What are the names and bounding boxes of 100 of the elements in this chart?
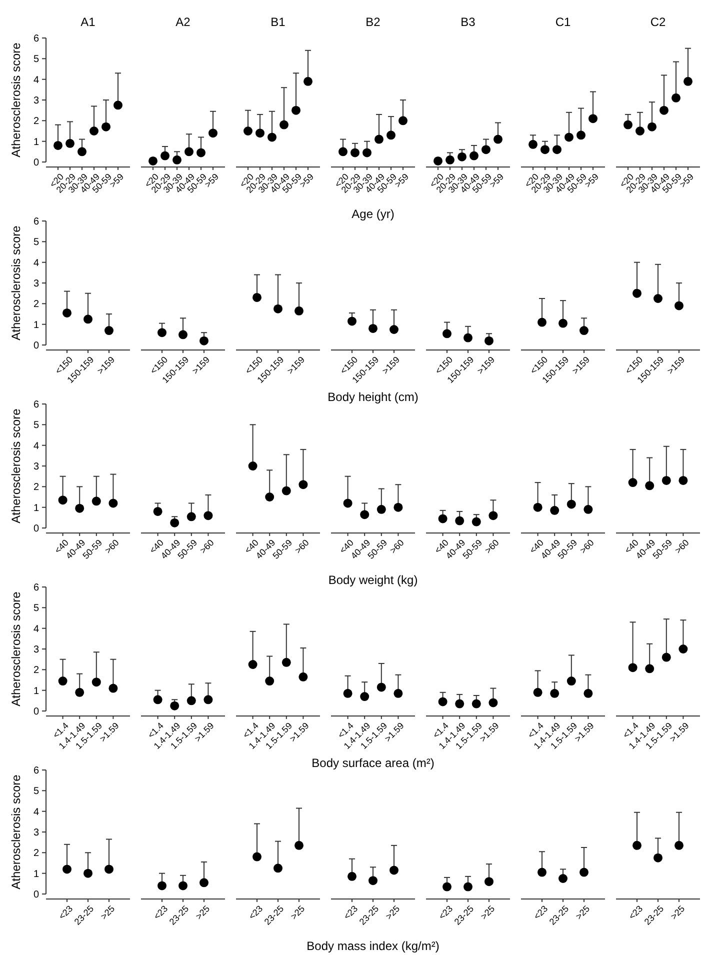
chart-title: A2 (176, 15, 191, 29)
y-tick-label: 5 (33, 237, 40, 248)
x-axis-title: Body surface area (m²) (312, 756, 434, 770)
y-tick-label: 3 (33, 96, 40, 106)
y-tick-label: 5 (33, 786, 40, 798)
point (62, 308, 72, 318)
x-tick-label: >60 (672, 538, 691, 556)
point (114, 100, 122, 110)
point (662, 652, 671, 662)
point (66, 138, 74, 148)
point (265, 492, 274, 502)
point (648, 122, 656, 132)
point (256, 128, 264, 138)
chart-title: B1 (270, 15, 286, 29)
point (472, 517, 481, 526)
point (446, 155, 454, 164)
point (584, 504, 593, 514)
point (350, 148, 360, 158)
y-tick-label: 4 (33, 806, 40, 818)
y-tick-label: 2 (33, 482, 40, 494)
point (376, 504, 386, 514)
x-tick-label: >60 (482, 538, 501, 556)
y-tick-label: 6 (33, 400, 40, 410)
y-tick-label: 6 (33, 34, 40, 44)
x-tick-label: <23 (532, 904, 550, 922)
y-tick-label: 4 (33, 74, 40, 86)
x-tick-label: >25 (98, 904, 117, 922)
x-tick-label: >60 (102, 538, 121, 556)
x-tick-label: >60 (388, 538, 406, 556)
y-tick-label: 1 (33, 502, 40, 514)
point (265, 676, 274, 686)
y-tick-label: 2 (33, 299, 40, 310)
chart-title: B3 (460, 15, 476, 29)
point (645, 664, 654, 674)
point (628, 663, 638, 672)
point (153, 506, 162, 516)
point (84, 314, 92, 324)
point (54, 140, 62, 150)
point (482, 145, 490, 154)
y-tick-label: 1 (33, 320, 40, 331)
point (92, 678, 101, 687)
point (360, 510, 370, 520)
y-axis-title: Atherosclerosis score (9, 42, 23, 158)
point (90, 126, 98, 136)
point (374, 134, 384, 144)
y-tick-label: 5 (33, 420, 40, 432)
x-tick-label: <23 (436, 904, 455, 922)
y-tick-label: 5 (33, 54, 40, 66)
x-axis-title: Body mass index (kg/m²) (306, 939, 440, 953)
y-tick-label: 0 (33, 706, 40, 718)
y-tick-label: 0 (33, 890, 40, 900)
point (494, 134, 502, 144)
point (362, 148, 372, 158)
point (92, 496, 101, 506)
point (455, 516, 464, 526)
point (244, 126, 252, 136)
point (248, 462, 258, 470)
point (470, 151, 478, 160)
y-axis-title: Atherosclerosis score (9, 591, 23, 706)
point (282, 486, 291, 496)
x-tick-label: >60 (578, 538, 596, 556)
point (564, 132, 574, 142)
point (588, 114, 598, 124)
y-tick-label: 6 (33, 216, 40, 228)
point (108, 498, 118, 508)
point (298, 672, 308, 682)
chart-title: A1 (80, 15, 96, 29)
x-tick-label: >25 (478, 904, 497, 922)
point (672, 93, 680, 102)
point (566, 500, 576, 509)
point (458, 152, 466, 162)
point (304, 76, 312, 86)
x-tick-label: <23 (626, 904, 645, 922)
y-tick-label: 5 (33, 603, 40, 614)
point (268, 132, 276, 142)
point (338, 147, 348, 156)
point (282, 658, 291, 667)
point (208, 128, 218, 138)
x-tick-label: <23 (246, 904, 265, 922)
x-tick-label: >60 (292, 538, 311, 556)
point (75, 688, 84, 697)
point (540, 145, 550, 154)
x-axis-title: Body weight (kg) (328, 573, 418, 587)
point (624, 120, 632, 130)
point (160, 151, 170, 160)
point (170, 518, 180, 528)
x-tick-label: >25 (668, 904, 687, 922)
y-axis-title: Atherosclerosis score (9, 225, 23, 340)
point (204, 511, 213, 520)
y-tick-label: 4 (33, 258, 40, 269)
y-tick-label: 3 (33, 644, 40, 656)
point (528, 140, 538, 149)
point (58, 676, 68, 686)
point (104, 326, 114, 336)
point (298, 480, 308, 490)
y-tick-label: 2 (33, 848, 40, 860)
point (148, 156, 158, 166)
point (576, 130, 586, 140)
point (488, 511, 498, 520)
y-tick-label: 0 (33, 524, 40, 534)
